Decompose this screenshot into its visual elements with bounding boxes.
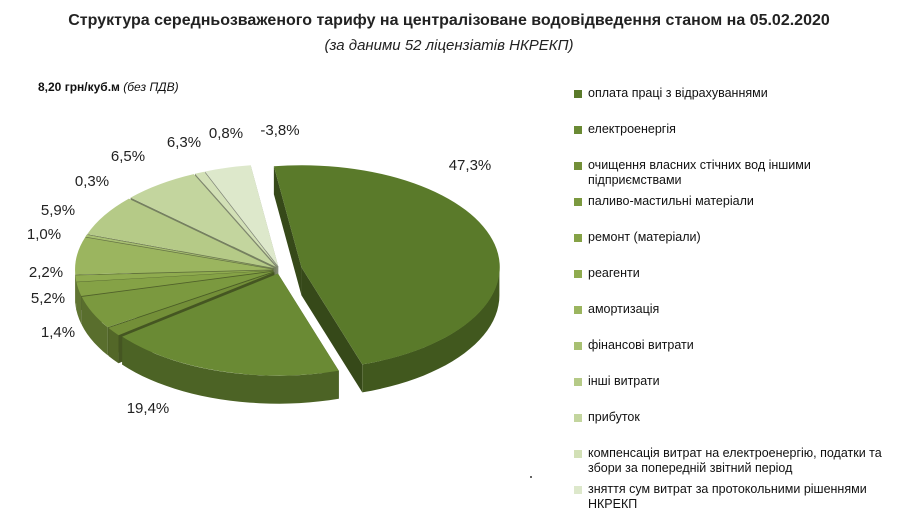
slice-label: 1,4%: [41, 324, 75, 341]
pie-labels: 47,3% 19,4% 1,4% 5,2% 2,2% 1,0% 5,9%0,3%6,5% 6,…: [27, 122, 491, 417]
legend-swatch: [574, 450, 582, 458]
legend-label: прибуток: [588, 410, 640, 424]
pie-slice: [108, 272, 275, 336]
slice-label: 0,8%: [209, 125, 243, 142]
pie-slice: [81, 271, 274, 328]
stray-dot: [530, 476, 532, 478]
pie-slice-side: [108, 327, 119, 364]
pie-slice-side: [362, 267, 500, 393]
chart-subtitle: (за даними 52 ліцензіатів НКРЕКП): [324, 37, 574, 54]
legend-swatch: [574, 378, 582, 386]
pie-slice: [75, 270, 274, 282]
legend-swatch: [574, 486, 582, 494]
legend-label: реагенти: [588, 266, 640, 280]
slice-label: 19,4%: [127, 400, 170, 417]
legend-label: амортизація: [588, 302, 660, 316]
tariff-note: (без ПДВ): [123, 80, 179, 94]
legend-label: очищення власних стічних вод іншими підп…: [588, 158, 811, 187]
slice-label: 47,3%: [449, 157, 492, 174]
legend-swatch: [574, 270, 582, 278]
legend-label: фінансові витрати: [588, 338, 694, 352]
legend-label: паливо-мастильні матеріали: [588, 194, 754, 208]
legend-swatch: [574, 306, 582, 314]
tariff-value: 8,20 грн/куб.м: [38, 80, 120, 94]
slice-label: 5,2%: [31, 290, 65, 307]
legend-label: оплата праці з відрахуваннями: [588, 86, 768, 100]
legend-label: зняття сум витрат за протокольними рішен…: [588, 482, 867, 511]
legend-swatch: [574, 414, 582, 422]
pie-slice: [85, 234, 274, 269]
legend-swatch: [574, 90, 582, 98]
slice-label: 6,5%: [111, 148, 145, 165]
slice-label: -3,8%: [260, 122, 299, 139]
pie-slice-side: [273, 166, 302, 296]
pie-slice-side: [75, 275, 77, 310]
legend-swatch: [574, 162, 582, 170]
pie-slice: [122, 273, 339, 376]
slice-label: 6,3%: [167, 134, 201, 151]
slice-label: 2,2%: [29, 264, 63, 281]
chart-title: Структура середньозваженого тарифу на це…: [68, 12, 830, 29]
pie-tops: [75, 165, 500, 376]
pie-slice: [75, 237, 274, 275]
slice-label: 5,9%: [41, 202, 75, 219]
legend-swatch: [574, 234, 582, 242]
pie-slice: [76, 270, 274, 296]
legend-label: інші витрати: [588, 374, 660, 388]
pie-slice-side: [81, 296, 108, 356]
legend-label: електроенергія: [588, 122, 676, 136]
tariff-label: 8,20 грн/куб.м (без ПДВ): [38, 80, 179, 94]
legend-swatch: [574, 126, 582, 134]
slice-label: 1,0%: [27, 226, 61, 243]
pie-slice-side: [301, 267, 363, 393]
legend-label: компенсація витрат на електроенергію, по…: [588, 446, 882, 475]
slice-label: 0,3%: [75, 173, 109, 190]
pie-slice: [205, 165, 279, 267]
pie-slice: [273, 165, 500, 365]
pie-slice: [195, 171, 278, 267]
legend-swatch: [574, 198, 582, 206]
pie-slice-side: [122, 336, 339, 404]
pie-slice-side: [76, 282, 82, 324]
pie-slice: [87, 198, 275, 269]
legend-label: ремонт (матеріали): [588, 230, 701, 244]
pie-slice: [130, 174, 276, 267]
legend-swatch: [574, 342, 582, 350]
